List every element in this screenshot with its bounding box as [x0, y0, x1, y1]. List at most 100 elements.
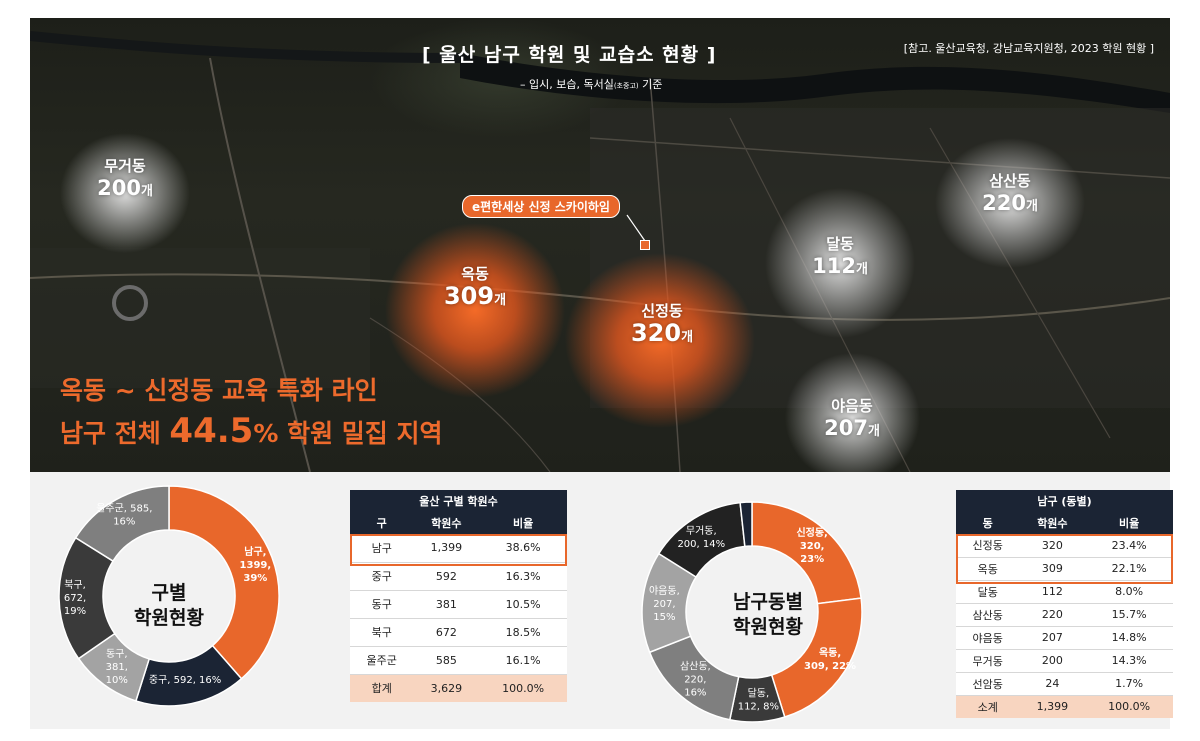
table-cell: 18.5%	[479, 618, 567, 647]
apartment-tag: e편한세상 신정 스카이하임	[462, 195, 620, 218]
column-header: 학원수	[1019, 512, 1086, 534]
column-header: 비율	[1085, 512, 1173, 534]
column-header: 구	[350, 512, 414, 534]
label-daldong: 달동 112개	[812, 235, 868, 278]
slice-label: 무거동, 200, 14%	[677, 525, 725, 550]
table-cell: 선암동	[956, 672, 1020, 696]
table-row: 동구 381 10.5%	[350, 590, 567, 619]
slice-label-line: 남구,	[244, 545, 266, 558]
slice-label: 삼산동, 220, 16%	[680, 660, 711, 698]
table-title: 울산 구별 학원수	[350, 490, 567, 512]
table-row: 달동 112 8.0%	[956, 580, 1173, 604]
table-cell: 100.0%	[1085, 695, 1173, 718]
label-yaeum: 야음동 207개	[824, 397, 880, 440]
slice-label-line: 15%	[653, 612, 675, 623]
slice-울주군	[74, 485, 170, 563]
slice-label-line: 무거동,	[686, 525, 717, 537]
table-row: 북구 672 18.5%	[350, 618, 567, 647]
table-row: 야음동 207 14.8%	[956, 626, 1173, 650]
table-row: 무거동 200 14.3%	[956, 649, 1173, 673]
slice-label-line: 16%	[113, 517, 135, 528]
column-header: 동	[956, 512, 1020, 534]
table-total-row: 소계 1,399 100.0%	[956, 695, 1173, 718]
slice-label-line: 옥동,	[819, 647, 841, 659]
headline-line2: 남구 전체 44.5% 학원 밀집 지역	[60, 411, 443, 451]
table-row: 삼산동 220 15.7%	[956, 603, 1173, 627]
slice-label-line: 39%	[243, 573, 267, 584]
slice-label: 울주군, 585, 16%	[96, 503, 152, 528]
table-row: 옥동 309 22.1%	[956, 557, 1173, 581]
slice-label: 동구, 381, 10%	[106, 648, 128, 686]
slice-남구	[168, 485, 280, 680]
table-cell: 합계	[350, 674, 414, 702]
table-row: 울주군 585 16.1%	[350, 646, 567, 675]
table-row: 중구 592 16.3%	[350, 562, 567, 591]
glow-daldong	[765, 188, 915, 338]
table-cell: 소계	[956, 695, 1020, 718]
highlight-box	[956, 534, 1173, 584]
slice-label-line: 동구,	[106, 648, 128, 660]
table-cell: 16.3%	[479, 562, 567, 591]
map-source: [참고. 울산교육청, 강남교육지원청, 2023 학원 현황 ]	[903, 42, 1154, 55]
slice-신정동	[751, 501, 862, 605]
table-cell: 남구	[350, 534, 414, 563]
glow-yaeum	[785, 353, 920, 472]
aerial-map: 무거동 200개 삼산동 220개 달동 112개 옥동 309개 신정동 32…	[30, 18, 1170, 472]
stadium	[112, 285, 148, 321]
glow-samsan	[935, 138, 1085, 268]
table-cell: 삼산동	[956, 603, 1020, 627]
highlight-box	[350, 534, 567, 566]
table-cell: 14.8%	[1085, 626, 1173, 650]
glow-sinjeong	[565, 253, 755, 428]
table-cell: 381	[413, 590, 480, 619]
table-cell: 1,399	[1019, 695, 1086, 718]
slice-label-line: 삼산동,	[680, 660, 711, 672]
slice-label: 북구, 672, 19%	[64, 579, 86, 617]
slice-label-line: 1399,	[240, 560, 272, 571]
table-cell: 592	[413, 562, 480, 591]
slice-label-line: 112, 8%	[738, 701, 779, 712]
label-sinjeong: 신정동 320개	[630, 302, 694, 347]
table-cell: 옥동	[956, 557, 1020, 581]
slice-label-line: 신정동,	[796, 526, 827, 539]
table-total-row: 합계 3,629 100.0%	[350, 674, 567, 702]
table-cell: 북구	[350, 618, 414, 647]
slice-label-line: 207,	[653, 599, 675, 610]
table-cell: 3,629	[413, 674, 480, 702]
slice-label: 남구, 1399, 39%	[240, 545, 272, 584]
river	[460, 53, 1170, 113]
table-namgu: 남구 (동별) 동 학원수 비율 신정동 320 23.4% 옥동 309 22.1% 달동…	[956, 490, 1173, 718]
table-cell: 1.7%	[1085, 672, 1173, 696]
table-cell: 14.3%	[1085, 649, 1173, 673]
tag-pointer	[626, 214, 646, 242]
table-cell: 8.0%	[1085, 580, 1173, 604]
table-cell: 309	[1019, 557, 1086, 581]
table-cell: 22.1%	[1085, 557, 1173, 581]
map-subtitle: – 입시, 보습, 독서실(초중고) 기준	[520, 78, 663, 91]
table-cell: 672	[413, 618, 480, 647]
donut-chart-namgu: 신정동, 320, 23% 옥동, 309, 22% 달동, 112, 8% 삼산동, 220,…	[641, 501, 863, 723]
slice-label-line: 19%	[64, 606, 86, 617]
bottom-panel: 남구, 1399, 39% 중구, 592, 16% 동구, 381, 10% 북구, 672,…	[30, 472, 1173, 729]
table-row: 신정동 320 23.4%	[956, 534, 1173, 558]
slice-label-line: 북구,	[64, 579, 86, 591]
slice-label-line: 23%	[800, 554, 824, 565]
slice-label-line: 울주군, 585,	[96, 503, 152, 515]
headline-line1: 옥동 ~ 신정동 교육 특화 라인	[60, 376, 378, 405]
table-cell: 207	[1019, 626, 1086, 650]
table-cell: 24	[1019, 672, 1086, 696]
table-cell: 200	[1019, 649, 1086, 673]
table-cell: 달동	[956, 580, 1020, 604]
table-cell: 무거동	[956, 649, 1020, 673]
table-cell: 동구	[350, 590, 414, 619]
table-cell: 320	[1019, 534, 1086, 558]
table-row: 남구 1,399 38.6%	[350, 534, 567, 563]
location-pin-icon	[640, 240, 650, 250]
donut1-center-label: 구별 학원현황	[134, 582, 204, 629]
table-cell: 38.6%	[479, 534, 567, 563]
table-cell: 울주군	[350, 646, 414, 675]
table-cell: 23.4%	[1085, 534, 1173, 558]
table-cell: 15.7%	[1085, 603, 1173, 627]
slice-label-line: 381,	[106, 662, 128, 673]
slice-label: 달동, 112, 8%	[738, 687, 779, 712]
